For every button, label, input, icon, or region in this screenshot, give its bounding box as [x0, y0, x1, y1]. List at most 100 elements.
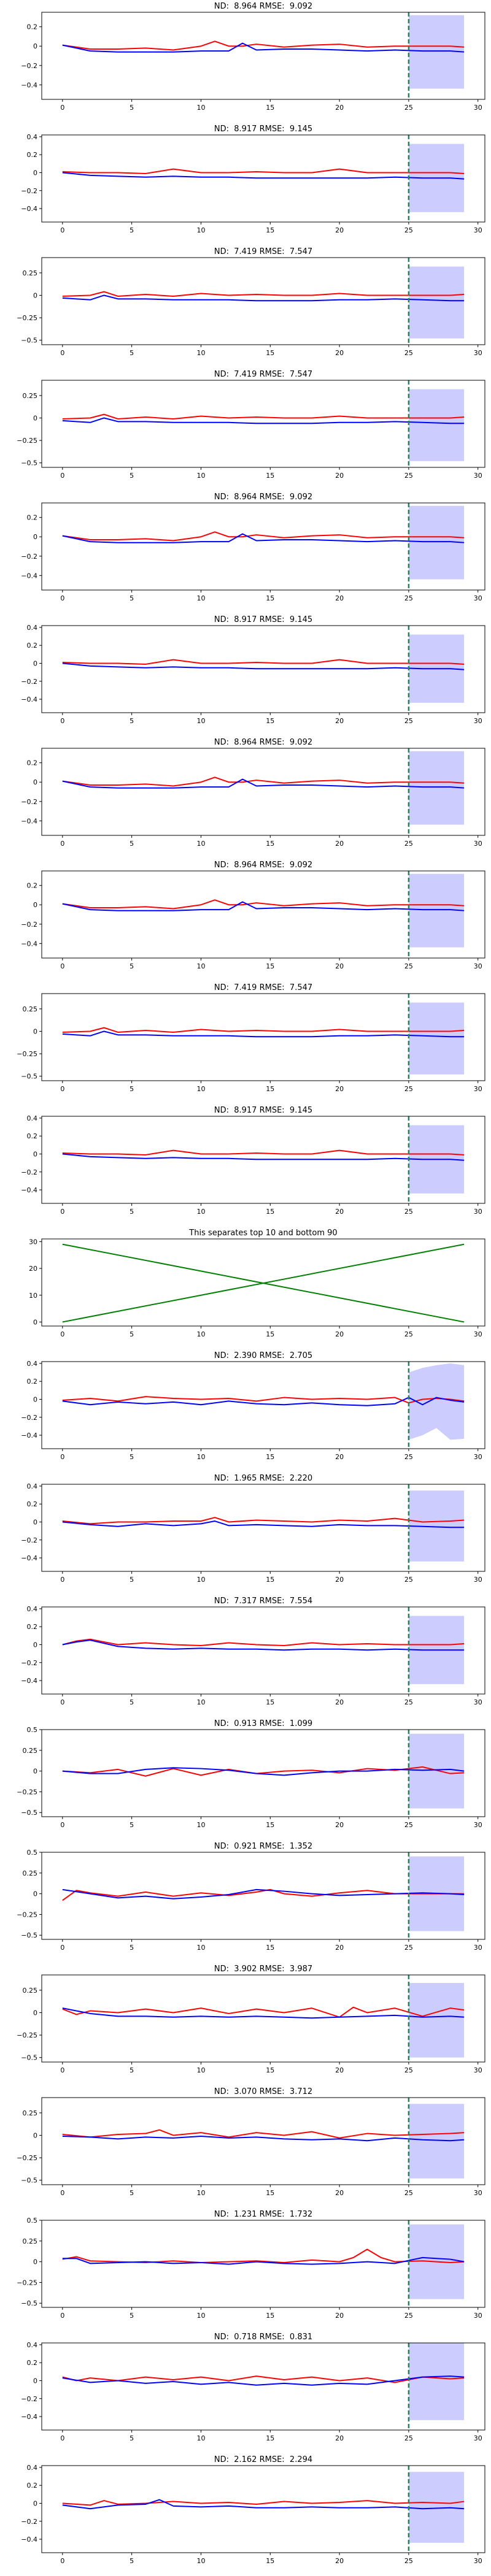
- y-tick-label: −0.5: [21, 2299, 37, 2307]
- x-tick-label: 0: [60, 717, 64, 725]
- subplot-21: ND: 2.162 RMSE: 2.294 −0.4 −0.2 0 0.2 0.4 0 5 10…: [21, 2455, 485, 2565]
- x-tick-label: 0: [60, 2189, 64, 2197]
- x-tick-label: 10: [196, 349, 205, 357]
- chart-title: This separates top 10 and bottom 90: [188, 1229, 337, 1238]
- chart-title: ND: 7.419 RMSE: 7.547: [214, 983, 312, 992]
- x-tick-label: 0: [60, 472, 64, 480]
- target-series-line: [62, 172, 465, 180]
- prediction-series-line: [62, 2375, 465, 2383]
- x-tick-label: 30: [474, 840, 482, 848]
- y-tick-label: −0.4: [21, 817, 37, 825]
- chart-title: ND: 8.917 RMSE: 9.145: [214, 1106, 312, 1115]
- target-series-line: [62, 294, 465, 302]
- prediction-series-line: [62, 2129, 465, 2139]
- axes-frame: [41, 380, 485, 468]
- y-tick-label: 0.2: [27, 1378, 38, 1386]
- x-tick-label: 15: [266, 2557, 274, 2565]
- y-tick-label: 0: [33, 901, 37, 909]
- subplot-20: ND: 0.718 RMSE: 0.831 −0.4 −0.2 0 0.2 0.4 0 5 10…: [21, 2333, 485, 2442]
- y-tick-label: −0.4: [21, 81, 37, 89]
- x-tick-label: 0: [60, 962, 64, 970]
- y-tick-label: 0: [33, 291, 37, 299]
- chart-title: ND: 1.231 RMSE: 1.732: [214, 2210, 312, 2219]
- chart-title: ND: 0.913 RMSE: 1.099: [214, 1719, 312, 1728]
- y-tick-label: −0.25: [17, 2031, 37, 2039]
- x-tick-label: 10: [196, 2312, 205, 2320]
- target-series-line: [62, 662, 465, 670]
- x-tick-label: 10: [196, 2434, 205, 2442]
- x-tick-label: 15: [266, 962, 274, 970]
- x-tick-label: 20: [335, 226, 344, 234]
- y-tick-label: 0: [33, 1318, 37, 1326]
- x-tick-label: 5: [130, 472, 134, 480]
- x-tick-label: 30: [474, 1453, 482, 1461]
- y-tick-label: 0: [33, 1890, 37, 1898]
- y-tick-label: 10: [29, 1292, 37, 1300]
- x-tick-label: 20: [335, 349, 344, 357]
- subplot-17: ND: 3.902 RMSE: 3.987 −0.5 −0.25 0 0.25 0 5 10 1…: [17, 1965, 485, 2074]
- x-tick-label: 5: [130, 2189, 134, 2197]
- x-tick-label: 25: [404, 1085, 413, 1093]
- prediction-series-line: [62, 2248, 465, 2263]
- x-tick-label: 30: [474, 717, 482, 725]
- prediction-series-line: [62, 776, 465, 787]
- y-tick-label: 0.4: [27, 2464, 38, 2472]
- x-tick-label: 25: [404, 1944, 413, 1952]
- target-series-line: [62, 42, 465, 53]
- y-tick-label: −0.4: [21, 572, 37, 580]
- x-tick-label: 0: [60, 594, 64, 602]
- x-tick-label: 5: [130, 1944, 134, 1952]
- x-tick-label: 15: [266, 1330, 274, 1338]
- y-tick-label: 0.25: [23, 392, 38, 400]
- x-tick-label: 0: [60, 2066, 64, 2074]
- chart-title: ND: 7.419 RMSE: 7.547: [214, 370, 312, 379]
- uncertainty-band: [408, 751, 465, 825]
- y-tick-label: −0.5: [21, 1931, 37, 1939]
- y-tick-label: 0: [33, 2499, 37, 2507]
- y-tick-label: −0.4: [21, 696, 37, 703]
- y-tick-label: −0.25: [17, 1911, 37, 1919]
- x-tick-label: 10: [196, 2557, 205, 2565]
- subplot-18: ND: 3.070 RMSE: 3.712 −0.5 −0.25 0 0.25 0 5 10 1…: [17, 2087, 485, 2197]
- uncertainty-band: [408, 2472, 465, 2543]
- target-series-line: [62, 1639, 465, 1651]
- y-tick-label: −0.2: [21, 921, 37, 929]
- y-tick-label: −0.4: [21, 205, 37, 213]
- x-tick-label: 15: [266, 349, 274, 357]
- x-tick-label: 15: [266, 1453, 274, 1461]
- x-tick-label: 10: [196, 1453, 205, 1461]
- x-tick-label: 10: [196, 717, 205, 725]
- prediction-series-line: [62, 1638, 465, 1646]
- y-tick-label: −0.25: [17, 437, 37, 445]
- uncertainty-band: [408, 1490, 465, 1562]
- y-tick-label: 0: [33, 2009, 37, 2017]
- x-tick-label: 0: [60, 1698, 64, 1706]
- x-tick-label: 20: [335, 104, 344, 112]
- chart-title: ND: 0.718 RMSE: 0.831: [214, 2333, 312, 2342]
- x-tick-label: 5: [130, 2066, 134, 2074]
- y-tick-label: 0.25: [23, 2109, 38, 2117]
- uncertainty-band: [408, 505, 465, 580]
- x-tick-label: 30: [474, 1576, 482, 1584]
- axes-frame: [41, 134, 485, 223]
- prediction-series-line: [62, 1027, 465, 1033]
- x-tick-label: 20: [335, 1944, 344, 1952]
- x-tick-label: 15: [266, 1576, 274, 1584]
- axes-frame: [41, 1974, 485, 2063]
- x-tick-label: 15: [266, 1821, 274, 1829]
- x-tick-label: 0: [60, 1330, 64, 1338]
- chart-title: ND: 7.317 RMSE: 7.554: [214, 1597, 312, 1606]
- target-series-line: [62, 2135, 465, 2142]
- uncertainty-band: [408, 1363, 465, 1440]
- subplot-19: ND: 1.231 RMSE: 1.732 −0.5 −0.25 0 0.25 0.5 0 5…: [17, 2210, 485, 2320]
- x-tick-label: 30: [474, 104, 482, 112]
- subplot-12: ND: 2.390 RMSE: 2.705 −0.4 −0.2 0 0.2 0.4 0 5 10…: [21, 1351, 485, 1461]
- y-tick-label: 0: [33, 2131, 37, 2139]
- x-tick-label: 30: [474, 2434, 482, 2442]
- x-tick-label: 15: [266, 104, 274, 112]
- prediction-series-line: [62, 2500, 465, 2506]
- y-tick-label: 0: [33, 1641, 37, 1649]
- x-tick-label: 15: [266, 2066, 274, 2074]
- x-tick-label: 20: [335, 1453, 344, 1461]
